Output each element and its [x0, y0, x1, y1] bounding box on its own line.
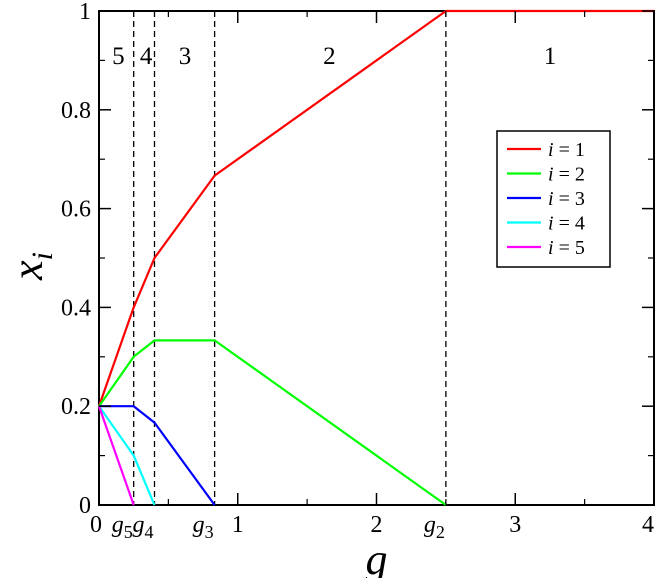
legend-label-2: i = 2	[548, 164, 585, 186]
y-tick-label-4: 0.8	[61, 98, 91, 124]
legend-label-3: i = 3	[548, 188, 585, 210]
legend-label-4: i = 4	[548, 213, 585, 235]
threshold-label-1: g4	[133, 512, 154, 542]
series-line-5	[97, 405, 135, 506]
y-tick-label-0: 0	[79, 493, 91, 519]
y-tick-label-1: 0.2	[61, 394, 91, 420]
series-line-1	[97, 9, 654, 407]
x-tick-label-1: 1	[232, 512, 244, 538]
region-label-2: 2	[323, 43, 336, 70]
y-tick-label-5: 1	[79, 0, 91, 25]
legend: i = 1 i = 2i = 3 i = 4i = 5	[496, 130, 611, 268]
legend-label-5: i = 5	[548, 237, 585, 259]
axis-titles: g xi	[3, 252, 388, 578]
y-tick-label-2: 0.4	[61, 295, 91, 321]
legend-label-1: i = 1	[548, 139, 585, 161]
region-label-4: 4	[140, 43, 153, 70]
x-tick-label-3: 3	[509, 512, 521, 538]
region-label-3: 3	[179, 43, 192, 70]
threshold-label-3: g2	[424, 512, 445, 542]
region-label-1: 1	[544, 43, 557, 70]
x-tick-label-2: 2	[371, 512, 383, 538]
series-line-2	[98, 339, 447, 506]
y-tick-label-3: 0.6	[61, 197, 91, 223]
x-axis-title: g	[366, 535, 388, 578]
series-line-3	[99, 405, 216, 506]
threshold-label-2: g3	[193, 512, 214, 542]
y-axis-title: xi	[3, 252, 59, 281]
series-line-4	[98, 405, 156, 506]
region-label-5: 5	[112, 43, 125, 70]
x-tick-label-0: 0	[90, 512, 102, 538]
threshold-lines	[133, 11, 447, 505]
x-tick-label-4: 4	[642, 512, 654, 538]
threshold-label-0: g5	[112, 512, 133, 542]
series-lines	[97, 9, 654, 506]
